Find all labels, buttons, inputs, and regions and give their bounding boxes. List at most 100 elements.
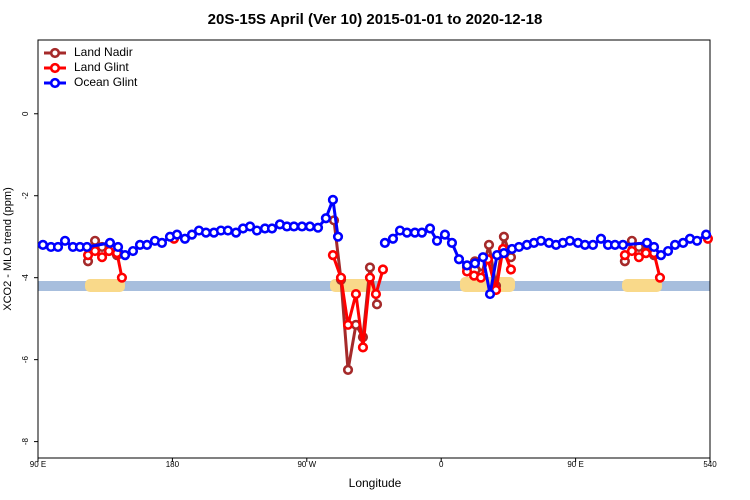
x-tick-label: 540: [703, 460, 717, 469]
land-strip: [85, 279, 125, 292]
data-point: [296, 221, 308, 232]
data-point: [230, 227, 242, 238]
data-point: [498, 247, 510, 259]
data-point: [342, 319, 354, 330]
data-point: [626, 245, 637, 257]
data-point: [200, 227, 212, 238]
data-point: [475, 272, 487, 283]
chart-title: 20S-15S April (Ver 10) 2015-01-01 to 202…: [208, 11, 543, 28]
plot-frame: [37, 39, 711, 459]
data-point: [535, 235, 547, 246]
legend-marker: [49, 47, 61, 59]
data-point: [416, 227, 428, 238]
data-point: [387, 233, 399, 244]
data-point: [439, 229, 451, 240]
data-point: [379, 237, 391, 248]
data-point: [327, 250, 339, 261]
data-point: [112, 241, 124, 253]
data-point: [127, 245, 139, 257]
legend-marker: [49, 62, 61, 74]
data-point: [483, 239, 495, 251]
data-point: [59, 235, 71, 246]
data-point: [357, 342, 369, 353]
data-point: [179, 233, 191, 244]
data-point: [371, 299, 383, 310]
series-line: [88, 239, 708, 348]
x-tick-label: 90 E: [30, 460, 46, 469]
legend-marker: [49, 77, 61, 89]
legend-label: Land Glint: [74, 60, 129, 74]
data-point: [266, 223, 278, 234]
data-point: [37, 239, 49, 251]
data-point: [648, 241, 660, 253]
data-point: [377, 264, 389, 275]
data-point: [662, 245, 674, 257]
data-point: [587, 239, 599, 251]
data-point: [654, 272, 666, 283]
data-point: [335, 272, 347, 283]
data-point: [89, 245, 101, 257]
data-point: [103, 245, 115, 257]
x-tick-label: 0: [439, 460, 444, 469]
data-point: [342, 364, 354, 375]
data-point: [251, 225, 263, 236]
data-point: [595, 233, 607, 244]
data-point: [640, 247, 652, 259]
data-point: [431, 235, 443, 246]
y-axis-label: XCO2 - MLO trend (ppm): [2, 187, 14, 310]
data-point: [619, 250, 630, 261]
data-point: [505, 264, 517, 275]
data-point: [579, 239, 591, 251]
y-tick-label: -6: [21, 356, 30, 364]
x-tick-label: 90 W: [297, 460, 316, 469]
data-point: [141, 239, 153, 251]
data-point: [469, 258, 481, 269]
x-axis-label: Longitude: [349, 476, 402, 490]
y-tick-label: -4: [21, 274, 30, 282]
data-point: [401, 227, 413, 238]
data-point: [477, 252, 489, 263]
data-point: [633, 252, 645, 263]
data-point: [156, 237, 168, 248]
x-tick-label: 90 E: [567, 460, 583, 469]
data-point: [327, 194, 339, 205]
data-point: [288, 221, 300, 232]
data-point: [244, 221, 256, 232]
data-point: [222, 225, 234, 236]
data-point: [498, 231, 510, 242]
data-point: [424, 223, 436, 234]
data-point: [564, 235, 576, 246]
data-point: [52, 241, 64, 253]
legend-label: Ocean Glint: [74, 75, 138, 89]
data-point: [641, 237, 653, 248]
series: [37, 194, 712, 300]
data-point: [350, 288, 362, 300]
data-point: [655, 250, 667, 261]
y-tick-label: 0: [21, 111, 30, 116]
data-point: [186, 229, 198, 240]
data-point: [96, 252, 108, 263]
data-point: [89, 235, 101, 246]
data-point: [370, 288, 382, 300]
data-point: [461, 260, 473, 271]
y-tick-label: -2: [21, 192, 30, 200]
data-point: [453, 254, 465, 265]
data-point: [312, 222, 324, 233]
data-point: [304, 221, 316, 232]
data-point: [446, 237, 458, 248]
data-point: [691, 235, 703, 246]
land-strip: [622, 279, 662, 292]
data-point: [617, 239, 629, 251]
series: [84, 235, 711, 351]
data-point: [513, 241, 525, 253]
data-point: [320, 213, 332, 224]
data-point: [364, 262, 376, 273]
data-point: [609, 239, 621, 251]
data-point: [332, 231, 344, 242]
data-point: [116, 272, 128, 283]
legend-label: Land Nadir: [74, 45, 133, 59]
data-point: [364, 272, 376, 283]
y-tick-label: -8: [21, 438, 30, 446]
data-point: [669, 239, 681, 251]
